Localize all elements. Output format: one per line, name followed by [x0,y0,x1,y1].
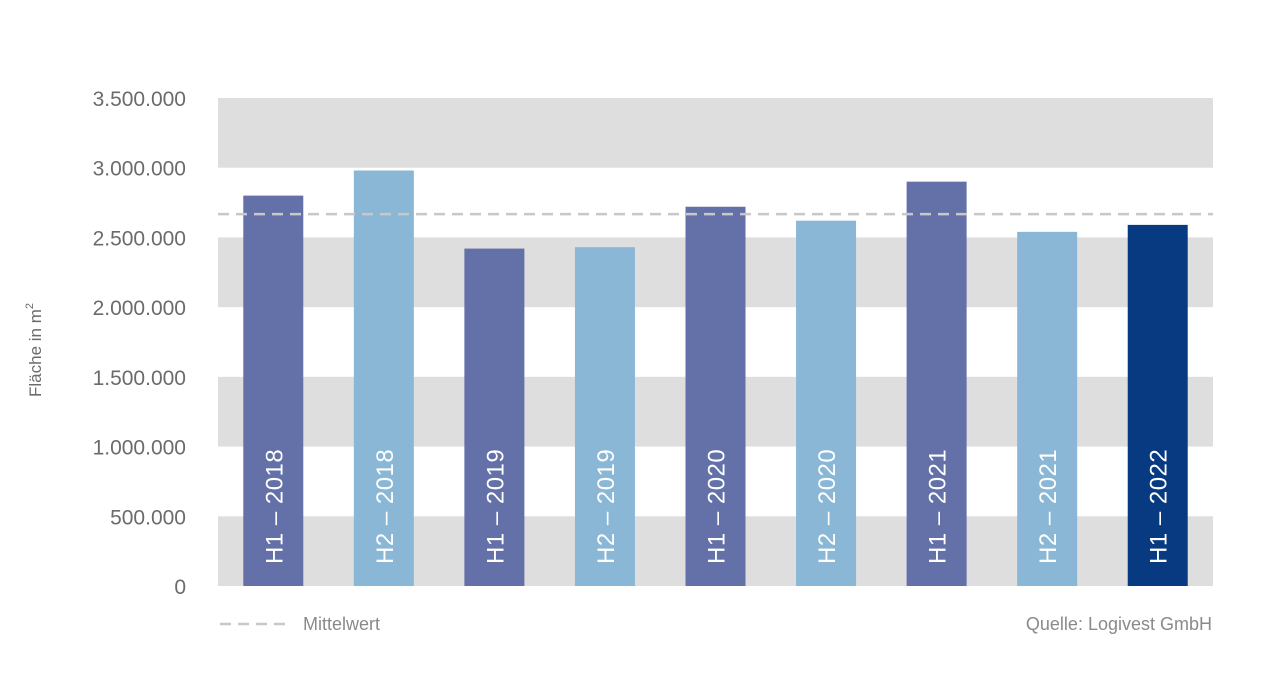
bar-label: H2 – 2018 [372,449,399,564]
legend-label: Mittelwert [303,614,380,634]
y-tick-label: 3.500.000 [93,88,186,111]
bar [906,181,967,586]
bar [1127,224,1188,586]
bar-label: H2 – 2019 [593,449,620,564]
bars: H1 – 2018 H2 – 2018 H1 – 2019 H2 – 2019 H1 –… [243,170,1188,587]
bar-label: H2 – 2020 [814,449,841,564]
bar-label: H1 – 2021 [925,449,952,564]
grid-band [218,98,1213,168]
y-tick-label: 1.500.000 [93,367,186,390]
legend: Mittelwert [220,614,380,634]
bar [796,220,857,586]
bar [1017,231,1078,586]
bar-label: H1 – 2018 [261,449,288,564]
bar [243,195,304,586]
bar [464,248,525,586]
bar-label: H1 – 2022 [1146,449,1173,564]
y-axis-ticks: 0 500.000 1.000.000 1.500.000 2.000.000 2.500… [93,88,186,599]
y-tick-label: 1.000.000 [93,437,186,460]
bar [685,206,746,587]
source-note: Quelle: Logivest GmbH [1026,614,1212,634]
y-tick-label: 3.000.000 [93,158,186,181]
bar-label: H2 – 2021 [1035,449,1062,564]
y-tick-label: 2.500.000 [93,227,186,250]
bar [574,247,635,586]
y-tick-label: 500.000 [110,506,186,529]
bar [353,170,414,586]
bar-label: H1 – 2020 [704,449,731,564]
y-tick-label: 0 [174,576,186,599]
y-axis-label: Fläche in m2 [24,303,45,397]
y-tick-label: 2.000.000 [93,297,186,320]
bar-label: H1 – 2019 [482,449,509,564]
